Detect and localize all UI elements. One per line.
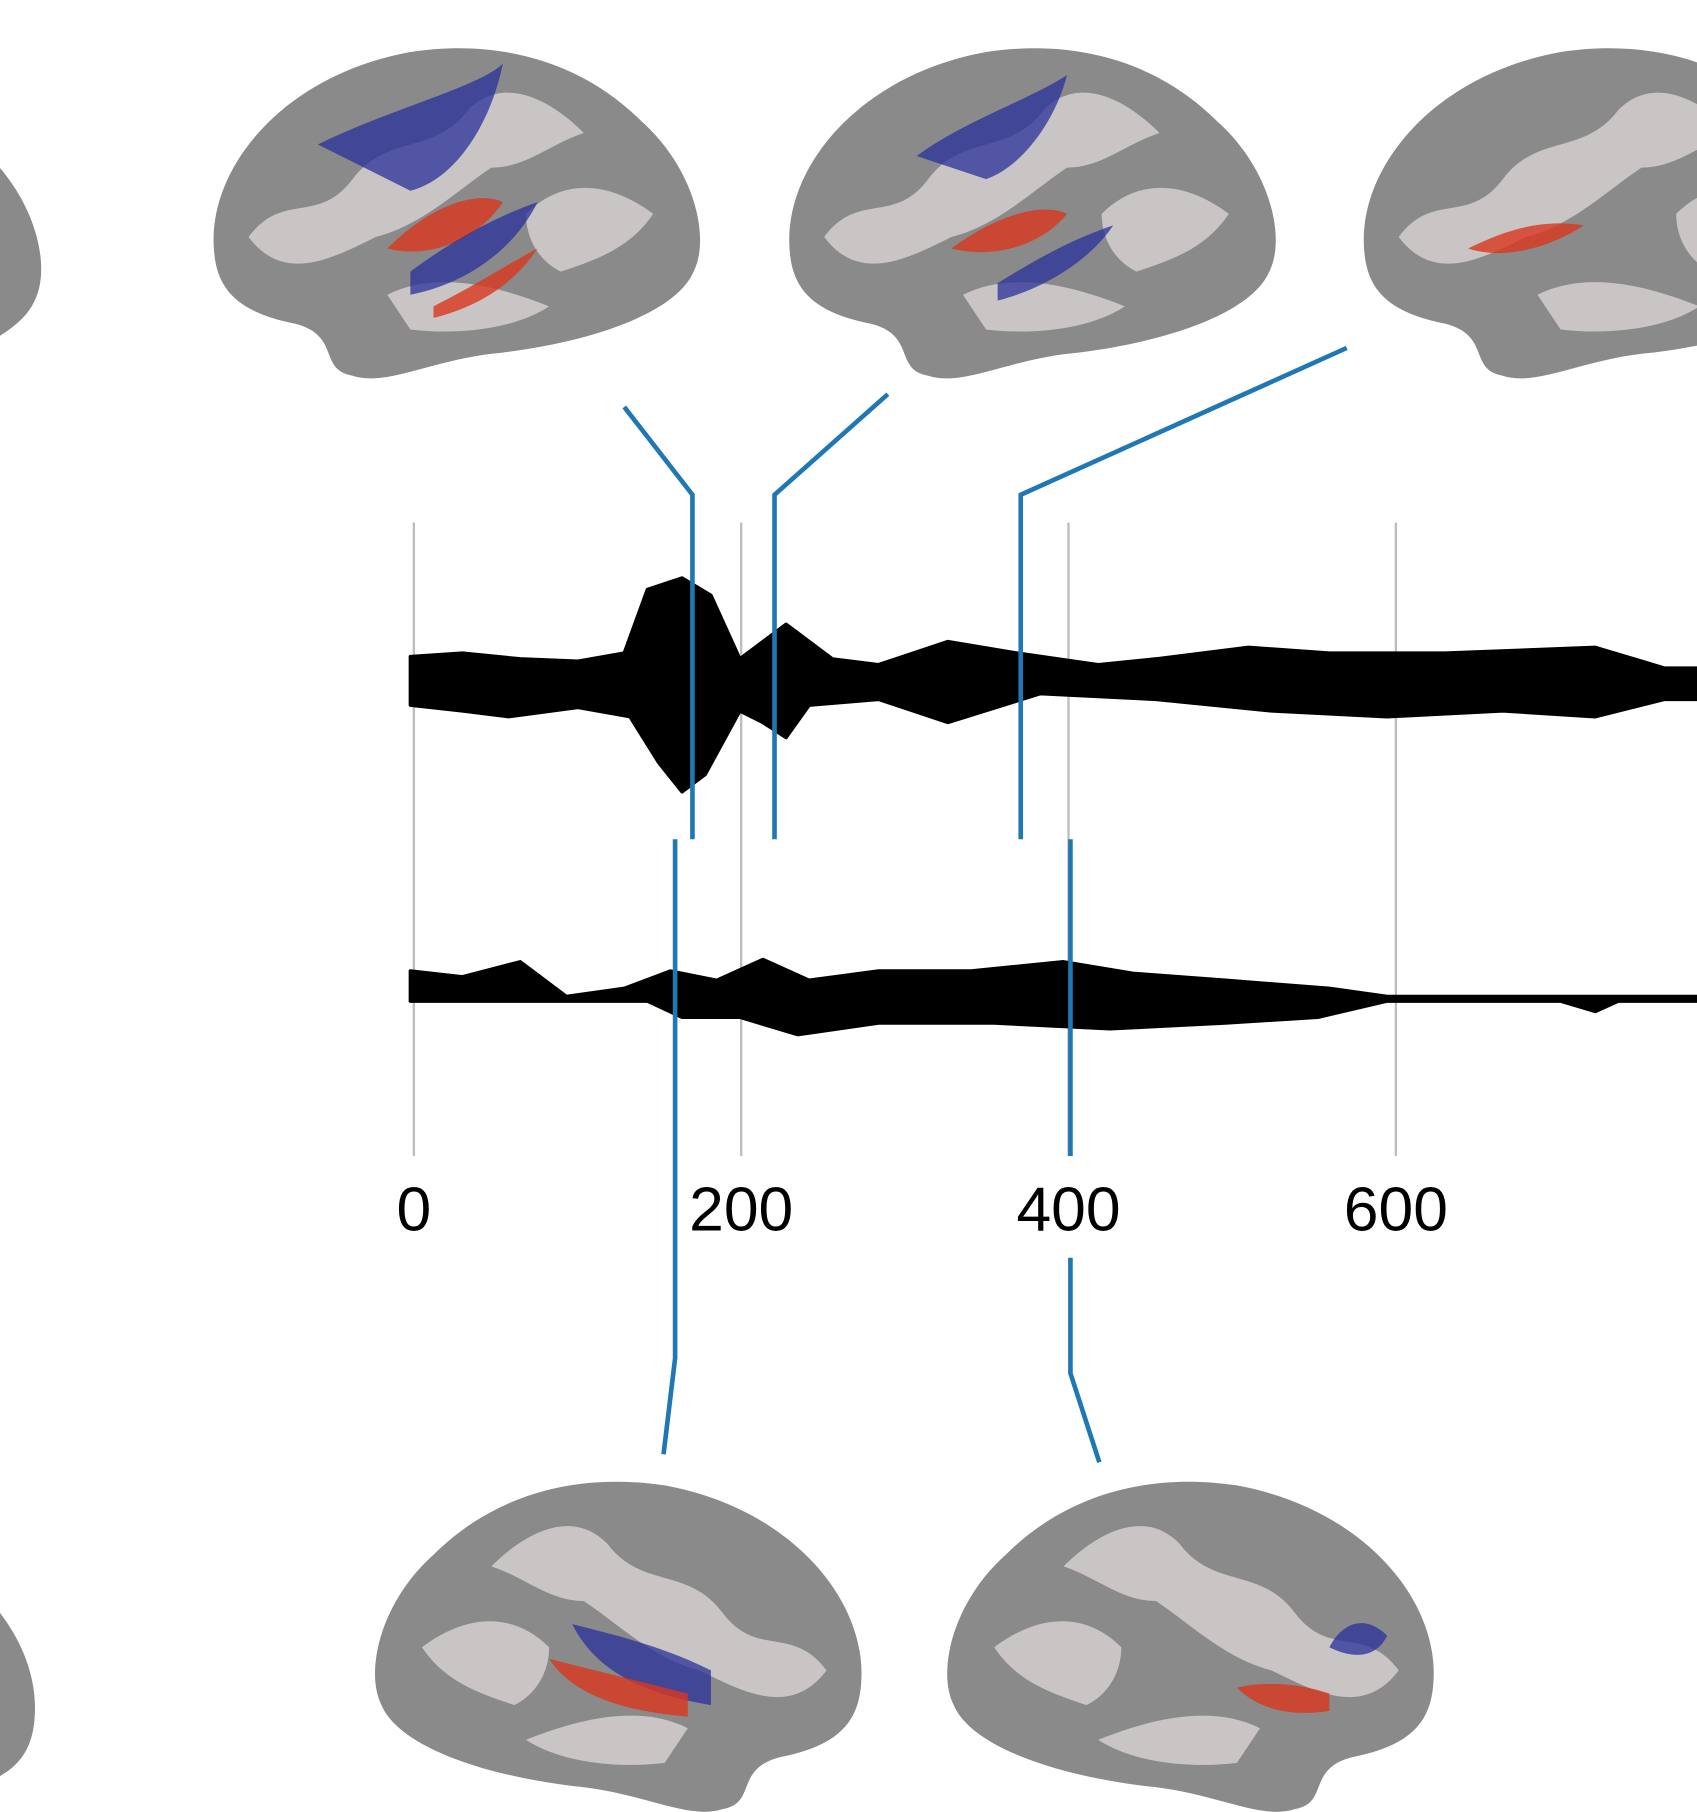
callout-line bbox=[1070, 1258, 1099, 1463]
brain-image bbox=[375, 1482, 862, 1812]
x-tick-label: 600 bbox=[1344, 1174, 1448, 1244]
brain-image bbox=[0, 77, 41, 407]
brain-image bbox=[0, 1516, 35, 1812]
waveform-top bbox=[410, 578, 1697, 792]
x-tick-label: 0 bbox=[396, 1174, 431, 1244]
brain-image bbox=[947, 1482, 1434, 1812]
waveform-bottom bbox=[410, 959, 1697, 1034]
page: 0200400600 (() => { const data = JSON.pa… bbox=[0, 0, 1697, 1812]
figure: 0 200 400 600 bbox=[0, 0, 1697, 1812]
brain-image bbox=[789, 48, 1276, 378]
x-tick-label: 200 bbox=[689, 1174, 793, 1244]
callout-line bbox=[775, 394, 888, 839]
time-axis: 0 200 400 600 bbox=[396, 523, 1447, 1245]
x-tick-label: 400 bbox=[1016, 1174, 1120, 1244]
brain-image bbox=[214, 48, 701, 378]
brain-image bbox=[1364, 48, 1697, 378]
callout-line bbox=[664, 839, 676, 1454]
